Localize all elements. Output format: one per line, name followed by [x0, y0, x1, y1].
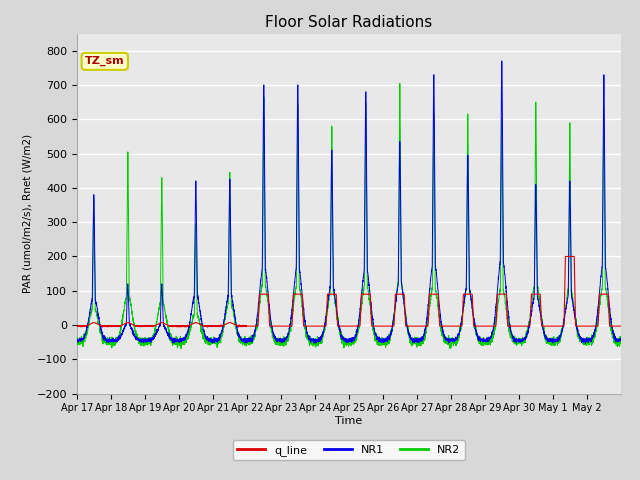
q_line: [498, 291, 506, 297]
Line: q_line: q_line: [77, 256, 621, 327]
NR1: [498, 58, 506, 64]
NR1: [369, 317, 377, 323]
NR1: [498, 61, 506, 67]
Legend: q_line, NR1, NR2: q_line, NR1, NR2: [233, 440, 465, 460]
Y-axis label: PAR (umol/m2/s), Rnet (W/m2): PAR (umol/m2/s), Rnet (W/m2): [22, 134, 33, 293]
NR2: [525, 324, 532, 329]
NR2: [539, 324, 547, 330]
q_line: [369, 323, 377, 329]
X-axis label: Time: Time: [335, 416, 362, 426]
NR1: [398, 286, 406, 291]
NR2: [186, 332, 193, 337]
Title: Floor Solar Radiations: Floor Solar Radiations: [265, 15, 433, 30]
q_line: [104, 324, 111, 330]
q_line: [561, 253, 569, 259]
NR2: [369, 325, 377, 331]
NR2: [499, 140, 506, 146]
NR2: [73, 339, 81, 345]
q_line: [186, 323, 193, 328]
q_line: [525, 323, 532, 329]
NR1: [525, 326, 532, 332]
q_line: [617, 323, 625, 329]
q_line: [73, 323, 81, 329]
q_line: [539, 323, 547, 329]
NR1: [186, 319, 193, 325]
NR2: [446, 346, 454, 351]
Text: TZ_sm: TZ_sm: [85, 56, 125, 66]
NR1: [73, 337, 81, 343]
NR2: [617, 336, 625, 342]
Line: NR1: NR1: [77, 61, 621, 344]
NR1: [539, 324, 547, 330]
q_line: [398, 291, 406, 297]
Line: NR2: NR2: [77, 84, 621, 348]
NR2: [398, 283, 406, 288]
NR1: [582, 341, 589, 347]
NR2: [396, 81, 404, 86]
NR1: [617, 337, 625, 343]
